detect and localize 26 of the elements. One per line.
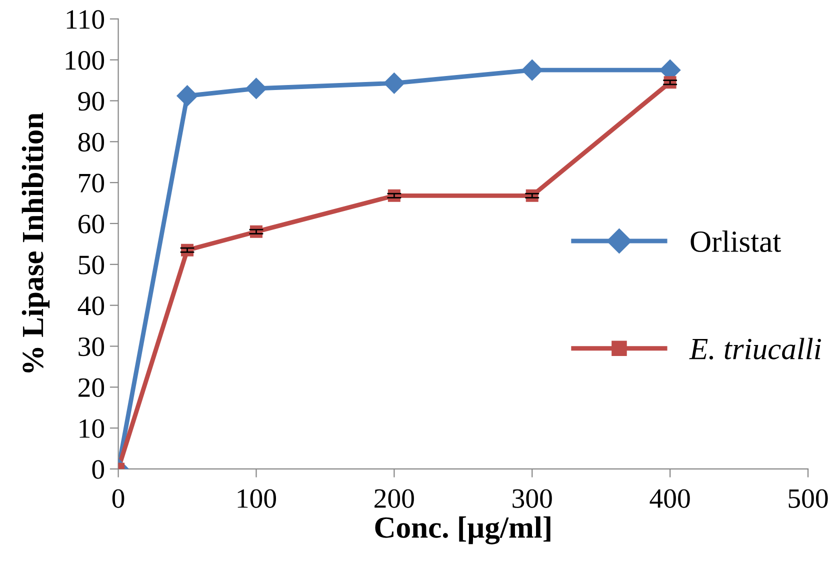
y-tick-label: 20 <box>78 378 104 398</box>
y-tick-label: 40 <box>78 296 104 316</box>
y-tick-label: 60 <box>78 214 104 234</box>
x-tick-label: 300 <box>512 489 552 508</box>
x-tick-label: 500 <box>788 489 828 508</box>
y-tick-label: 110 <box>66 10 104 29</box>
y-tick-label: 0 <box>92 460 104 479</box>
legend-label: E. triucalli <box>689 338 821 360</box>
y-tick-label: 90 <box>78 92 104 111</box>
point <box>246 78 267 100</box>
y-tick-label: 80 <box>78 132 104 152</box>
x-tick-label: 200 <box>374 489 414 508</box>
point <box>522 60 543 81</box>
point <box>384 72 405 94</box>
x-tick-label: 400 <box>650 489 690 508</box>
x-axis-title: Conc. [µg/ml] <box>375 516 550 544</box>
point <box>176 85 198 106</box>
x-tick-label: 100 <box>238 489 276 508</box>
y-tick-label: 30 <box>78 337 104 356</box>
y-axis-title: % Lipase Inhibition <box>22 112 50 372</box>
y-tick-label: 100 <box>66 51 104 70</box>
x-tick-label: 0 <box>112 489 124 508</box>
y-tick-label: 50 <box>78 256 104 274</box>
y-tick-label: 70 <box>79 174 104 192</box>
legend-label: Orlistat <box>690 230 781 252</box>
y-tick-label: 10 <box>80 419 104 438</box>
